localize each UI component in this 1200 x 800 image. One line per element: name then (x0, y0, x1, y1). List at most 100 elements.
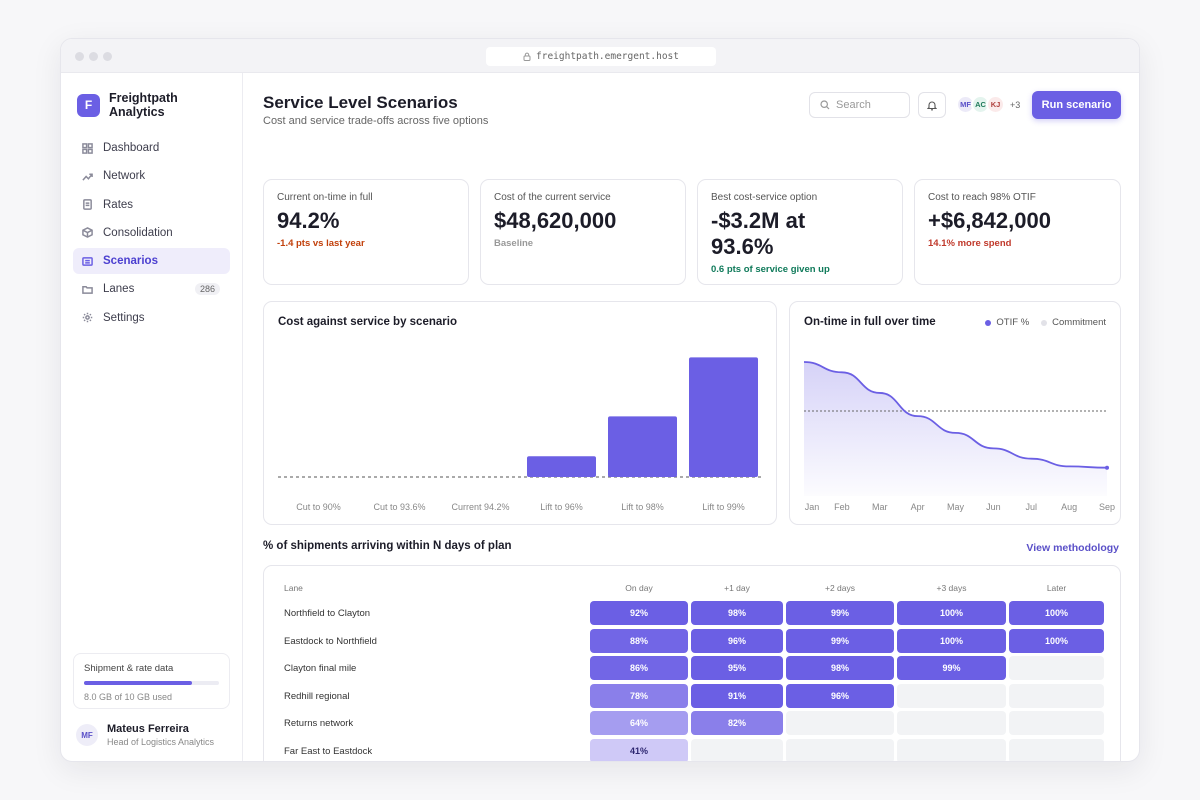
main-content: Service Level Scenarios Cost and service… (243, 73, 1139, 761)
url-text: freightpath.emergent.host (536, 51, 679, 62)
heatmap-cell[interactable]: 96% (691, 628, 783, 653)
legend-label: Commitment (1052, 317, 1106, 328)
otif-line (803, 361, 1108, 469)
window-maximize-dot[interactable] (103, 52, 112, 61)
heatmap-cell[interactable] (786, 711, 894, 736)
otif-area (804, 362, 1107, 496)
heatmap-cell[interactable] (1009, 739, 1104, 761)
kpi-label: Best cost-service option (711, 192, 818, 203)
storage-used: 8.0 GB of 10 GB used (84, 692, 173, 702)
heatmap-cell[interactable]: 41% (590, 739, 688, 761)
heatmap-cell[interactable]: 82% (691, 711, 783, 736)
heatmap-cell[interactable] (897, 711, 1006, 736)
kpi-label: Cost to reach 98% OTIF (928, 192, 1036, 203)
heatmap-cell[interactable] (1009, 711, 1104, 736)
storage-progress-fill (84, 681, 192, 685)
search-placeholder: Search (836, 99, 871, 111)
folder-icon (82, 286, 93, 294)
notifications-button[interactable] (918, 92, 946, 118)
legend-swatch (1041, 319, 1048, 326)
run-scenario-button[interactable]: Run scenario (1032, 91, 1121, 119)
sidebar-item-label: Rates (103, 198, 134, 211)
heatmap-cell[interactable]: 100% (1009, 601, 1104, 625)
heatmap-cell[interactable]: 98% (691, 601, 783, 625)
heatmap-cell[interactable]: 100% (897, 601, 1006, 625)
heatmap-cell[interactable] (1009, 683, 1104, 708)
column-header-lane: Lane (284, 583, 303, 593)
kpi-value: $48,620,000 (494, 208, 617, 233)
heatmap-cell[interactable]: 78% (590, 683, 688, 708)
x-tick-label: Current 94.2% (451, 502, 509, 512)
line-chart-legend: OTIF % Commitment (985, 317, 1106, 328)
sidebar-item-consolidation[interactable]: Consolidation (73, 220, 230, 246)
lane-name: Northfield to Clayton (284, 608, 371, 619)
x-tick-label: Lift to 98% (621, 502, 664, 512)
sidebar-item-rates[interactable]: Rates (73, 192, 230, 218)
legend-item-commitment: Commitment (1041, 317, 1106, 328)
sidebar-item-label: Scenarios (103, 255, 158, 268)
heatmap-cell[interactable] (1009, 656, 1104, 681)
heatmap-table: Lane On day +1 day +2 days +3 days Later North… (263, 565, 1121, 761)
heatmap-cell[interactable]: 100% (897, 628, 1006, 653)
column-header: Later (1046, 583, 1067, 593)
heatmap-cell[interactable]: 96% (786, 683, 894, 708)
heatmap-cell[interactable] (897, 683, 1006, 708)
kpi-delta: Baseline (494, 238, 534, 249)
collaborator-more-count: +3 (1010, 99, 1021, 110)
bar[interactable] (527, 456, 596, 477)
x-tick-label: Mar (872, 502, 888, 512)
bar-chart-card: Cost against service by scenario Cut to … (263, 301, 777, 525)
lane-name: Clayton final mile (284, 663, 357, 675)
storage-card: Shipment & rate data 8.0 GB of 10 GB use… (73, 653, 230, 709)
window-close-dot[interactable] (75, 52, 84, 61)
heatmap-cell[interactable] (897, 739, 1006, 761)
heatmap-cell[interactable]: 98% (786, 656, 894, 681)
sidebar-item-label: Lanes (103, 283, 135, 296)
sidebar-item-settings[interactable]: Settings (73, 305, 230, 331)
brand[interactable]: F Freightpath Analytics (77, 91, 199, 119)
kpi-label: Current on-time in full (277, 192, 373, 203)
bar[interactable] (689, 357, 758, 477)
sidebar-item-label: Dashboard (103, 142, 160, 154)
x-tick-label: Jul (1025, 502, 1037, 512)
collaborator-avatars[interactable]: MF AC KJ +3 (956, 95, 1020, 114)
kpi-delta: -1.4 pts vs last year (277, 238, 365, 249)
user-profile[interactable]: MF Mateus Ferreira Head of Logistics Ana… (76, 723, 214, 747)
column-header: +3 days (936, 583, 967, 593)
sidebar-item-scenarios[interactable]: Scenarios (73, 248, 230, 275)
address-bar[interactable]: freightpath.emergent.host (486, 47, 716, 66)
sidebar-item-count: 286 (194, 283, 220, 296)
sidebar-item-label: Network (103, 170, 146, 183)
sidebar-item-dashboard[interactable]: Dashboard (73, 135, 230, 161)
box-icon (82, 227, 93, 239)
bar-chart-title: Cost against service by scenario (278, 316, 457, 328)
heatmap-cell[interactable]: 86% (590, 656, 688, 681)
window-minimize-dot[interactable] (89, 52, 98, 61)
x-tick-label: Lift to 96% (540, 502, 583, 512)
brand-logo: F (77, 93, 100, 117)
kpi-value: 94.2% (277, 208, 340, 233)
heatmap-cell[interactable] (691, 739, 783, 761)
sidebar-item-network[interactable]: Network (73, 163, 230, 189)
heatmap-cell[interactable]: 99% (786, 601, 894, 625)
heatmap-cell[interactable]: 88% (590, 628, 688, 653)
search-input[interactable]: Search (809, 92, 910, 118)
page-title: Service Level Scenarios (263, 93, 458, 112)
trend-icon (82, 173, 93, 181)
x-tick-label: Cut to 90% (296, 502, 341, 512)
heatmap-cell[interactable]: 99% (786, 628, 894, 653)
document-icon (83, 199, 92, 210)
user-name: Mateus Ferreira (107, 723, 189, 735)
heatmap-cell[interactable]: 99% (897, 656, 1006, 681)
view-methodology-link[interactable]: View methodology (1026, 542, 1119, 554)
heatmap-cell[interactable]: 95% (691, 656, 783, 681)
sidebar-item-lanes[interactable]: Lanes 286 (73, 276, 230, 302)
bar[interactable] (608, 416, 677, 477)
heatmap-cell[interactable]: 92% (590, 601, 688, 625)
heatmap-cell[interactable]: 100% (1009, 628, 1104, 653)
column-header: +2 days (824, 583, 855, 593)
sidebar-item-label: Settings (103, 311, 145, 324)
heatmap-cell[interactable]: 64% (590, 711, 688, 736)
heatmap-cell[interactable]: 91% (691, 683, 783, 708)
heatmap-cell[interactable] (786, 739, 894, 761)
